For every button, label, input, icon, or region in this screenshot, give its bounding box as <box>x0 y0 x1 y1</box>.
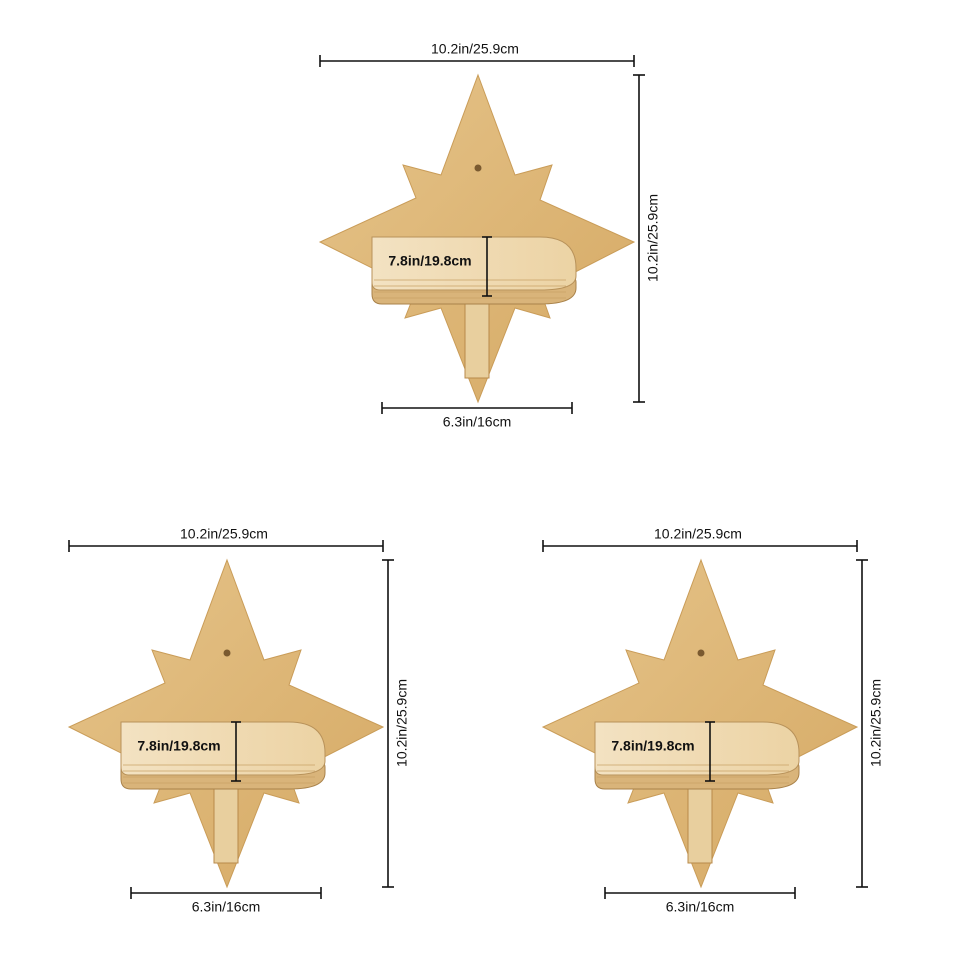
shelf-width-label: 6.3in/16cm <box>666 899 734 915</box>
shelf-width-label: 6.3in/16cm <box>443 414 511 430</box>
shelf-top <box>120 721 326 776</box>
height-label: 10.2in/25.9cm <box>394 679 410 767</box>
width-label: 10.2in/25.9cm <box>180 526 268 542</box>
mount-hole <box>223 649 231 657</box>
shelf-product: 10.2in/25.9cm 10.2in/25.9cm 7.8in/19.8cm 6.… <box>318 41 661 430</box>
shelf-width-label: 6.3in/16cm <box>192 899 260 915</box>
shelf-product: 10.2in/25.9cm 10.2in/25.9cm 7.8in/19.8cm 6.… <box>67 526 410 915</box>
depth-label: 7.8in/19.8cm <box>137 738 220 754</box>
depth-label: 7.8in/19.8cm <box>388 253 471 269</box>
shelf-product: 10.2in/25.9cm 10.2in/25.9cm 7.8in/19.8cm 6.… <box>541 526 884 915</box>
mount-hole <box>474 164 482 172</box>
shelf-top <box>594 721 800 776</box>
depth-label: 7.8in/19.8cm <box>611 738 694 754</box>
shelf-top <box>371 236 577 291</box>
support-bracket <box>464 299 490 379</box>
width-label: 10.2in/25.9cm <box>431 41 519 57</box>
mount-hole <box>697 649 705 657</box>
support-bracket <box>687 784 713 864</box>
height-label: 10.2in/25.9cm <box>645 194 661 282</box>
height-label: 10.2in/25.9cm <box>868 679 884 767</box>
support-bracket <box>213 784 239 864</box>
width-label: 10.2in/25.9cm <box>654 526 742 542</box>
